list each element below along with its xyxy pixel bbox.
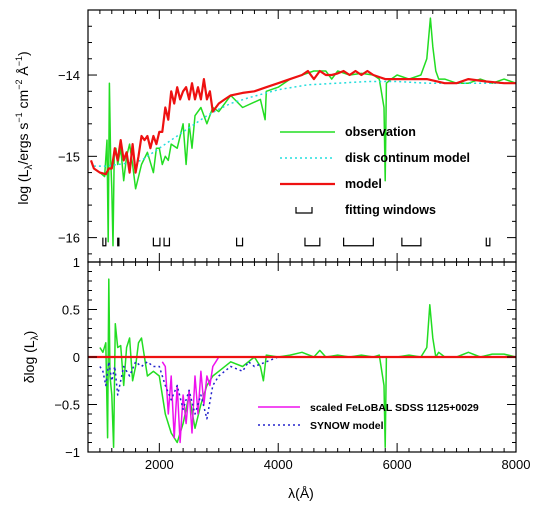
legend-label: observation [345, 125, 416, 139]
fitting-window-mark [304, 237, 321, 247]
x-tick-label: 6000 [383, 457, 412, 472]
series-model [89, 69, 516, 176]
series-residual [99, 278, 516, 449]
legend-label: SYNOW model [310, 420, 384, 432]
fitting-window-mark [236, 237, 244, 247]
plot-area [89, 17, 516, 247]
bottom-ylabel: δlog (Lλ) [21, 331, 41, 384]
fitting-window-mark [343, 237, 374, 247]
fitting-window-mark [152, 237, 161, 247]
fitting-window-mark [117, 237, 120, 247]
series-disk-continum-model [93, 80, 516, 167]
y-tick-label: −16 [58, 231, 80, 246]
y-tick-label: 0 [73, 350, 80, 365]
x-tick-label: 2000 [145, 457, 174, 472]
bottom-panel: −1 −0.5 0 0.5 1 2000 4000 6000 8000 scaled FeLoBA… [54, 255, 530, 472]
legend-label: fitting windows [345, 203, 436, 217]
series-observation [99, 17, 516, 247]
y-tick-label: −14 [58, 68, 80, 83]
axes-frame [87, 9, 517, 263]
legend-label: model [345, 177, 382, 191]
x-tick-label: 8000 [502, 457, 531, 472]
plot-area [88, 278, 516, 449]
y-tick-label: −15 [58, 149, 80, 164]
legend-key-bracket [295, 207, 313, 214]
x-tick-label: 4000 [264, 457, 293, 472]
fitting-window-mark [401, 237, 422, 247]
y-tick-label: −1 [65, 445, 80, 460]
fitting-window-mark [102, 237, 107, 247]
fitting-window-mark [485, 237, 491, 247]
y-tick-label: 0.5 [62, 303, 80, 318]
legend-label: disk continum model [345, 151, 470, 165]
legend-label: scaled FeLoBAL SDSS 1125+0029 [310, 402, 479, 414]
fitting-window-mark [163, 237, 171, 247]
top-ylabel: log (Lλ/ergs s−1 cm−2 Å−1) [14, 51, 35, 204]
x-axis-label: λ(Å) [288, 485, 314, 501]
top-panel: −16 −15 −14 observation disk continum model m… [58, 9, 517, 263]
series-scaled-felobal-sdss-1125-0029 [161, 356, 220, 444]
y-tick-label: 1 [73, 255, 80, 270]
y-tick-label: −0.5 [54, 398, 80, 413]
series-synow-model [99, 356, 279, 420]
